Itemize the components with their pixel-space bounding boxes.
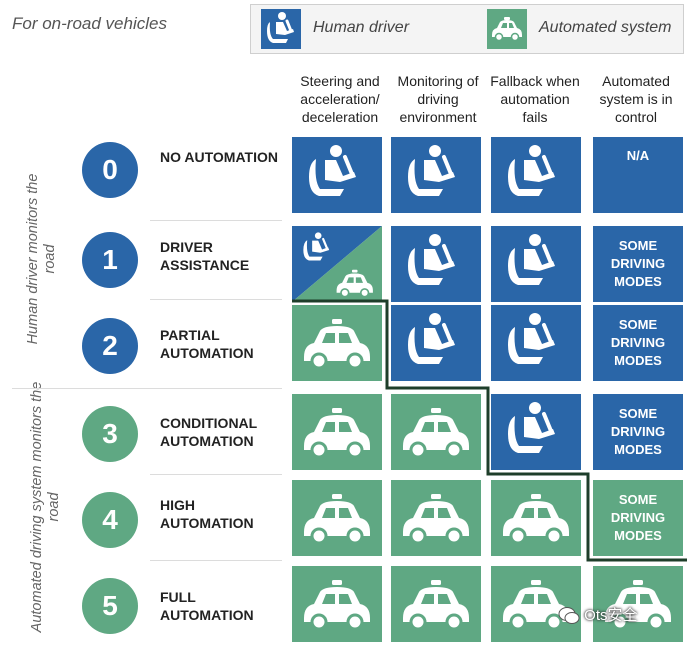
cell-level-4-steering [292, 480, 382, 556]
control-mode-text: Some driving modes [610, 238, 666, 289]
cell-level-2-steering [292, 305, 382, 381]
row-divider [150, 299, 282, 300]
cell-level-1-control: Some driving modes [593, 226, 683, 302]
shared-control-icon [292, 226, 382, 302]
page-title: For on-road vehicles [12, 14, 167, 33]
column-header-control: Automated system is in control [599, 73, 673, 125]
cell-level-4-monitoring [391, 480, 481, 556]
human-driver-icon [508, 313, 555, 364]
self-driving-car-icon [605, 580, 671, 631]
self-driving-car-icon [304, 408, 370, 459]
self-driving-car-icon [304, 494, 370, 545]
cell-level-5-fallback [491, 566, 581, 642]
human-driver-icon [408, 313, 455, 364]
group-label-automated: Automated driving system monitors the ro… [29, 381, 62, 633]
human-driver-icon [261, 9, 301, 49]
level-5-name: Full automation [160, 589, 254, 623]
level-1-name: Driver assistance [160, 239, 250, 273]
cell-level-1-steering [292, 226, 382, 302]
row-divider [150, 560, 282, 561]
level-1-badge: 1 [82, 232, 138, 288]
level-2-name: Partial automation [160, 327, 254, 361]
human-driver-icon [309, 145, 356, 196]
cell-level-0-monitoring [391, 137, 481, 213]
column-header-fallback: Fallback when automation fails [490, 73, 580, 125]
human-driver-icon [508, 402, 555, 453]
cell-level-5-monitoring [391, 566, 481, 642]
cell-level-5-control [593, 566, 683, 642]
cell-level-4-fallback [491, 480, 581, 556]
level-0-badge: 0 [82, 142, 138, 198]
level-0-name: No automation [160, 149, 278, 165]
self-driving-car-icon [403, 408, 469, 459]
cell-level-0-control: N/A [593, 137, 683, 213]
control-mode-text: Some driving modes [610, 406, 666, 457]
control-mode-text: N/A [626, 148, 650, 163]
self-driving-car-icon [304, 319, 370, 370]
human-driver-icon [408, 145, 455, 196]
level-3-name: Conditional automation [160, 415, 257, 449]
cell-level-1-fallback [491, 226, 581, 302]
column-header-monitoring: Monitoring of driving environment [397, 73, 479, 125]
level-5-badge: 5 [82, 578, 138, 634]
self-driving-car-icon [403, 580, 469, 631]
watermark: Ots安全 [558, 604, 638, 634]
cell-level-4-control: Some driving modes [593, 480, 683, 556]
self-driving-car-icon [503, 580, 569, 631]
level-4-badge: 4 [82, 492, 138, 548]
cell-level-2-control: Some driving modes [593, 305, 683, 381]
row-divider [150, 220, 282, 221]
cell-level-3-steering [292, 394, 382, 470]
legend-automated-label: Automated system [539, 19, 672, 36]
control-mode-text: Some driving modes [610, 317, 666, 368]
cell-level-0-steering [292, 137, 382, 213]
column-header-steering: Steering and acceleration/ deceleration [300, 73, 380, 125]
cell-level-0-fallback [491, 137, 581, 213]
cell-level-5-steering [292, 566, 382, 642]
group-divider [12, 388, 282, 389]
wechat-icon [558, 605, 580, 627]
row-divider [150, 474, 282, 475]
legend: Human driver Automated system [250, 4, 684, 54]
self-driving-car-icon [503, 494, 569, 545]
group-label-human: Human driver monitors the road [25, 173, 58, 345]
cell-level-1-monitoring [391, 226, 481, 302]
watermark-text: Ots安全 [584, 607, 638, 624]
cell-level-3-fallback [491, 394, 581, 470]
legend-human-label: Human driver [313, 19, 410, 36]
self-driving-car-icon [487, 9, 527, 49]
human-driver-icon [508, 145, 555, 196]
level-3-badge: 3 [82, 406, 138, 462]
self-driving-car-icon [304, 580, 370, 631]
human-driver-icon [508, 234, 555, 285]
level-4-name: High automation [160, 497, 254, 531]
cell-level-3-monitoring [391, 394, 481, 470]
human-driver-icon [408, 234, 455, 285]
level-2-badge: 2 [82, 318, 138, 374]
cell-level-3-control: Some driving modes [593, 394, 683, 470]
cell-level-2-fallback [491, 305, 581, 381]
control-mode-text: Some driving modes [610, 492, 666, 543]
self-driving-car-icon [403, 494, 469, 545]
cell-level-2-monitoring [391, 305, 481, 381]
